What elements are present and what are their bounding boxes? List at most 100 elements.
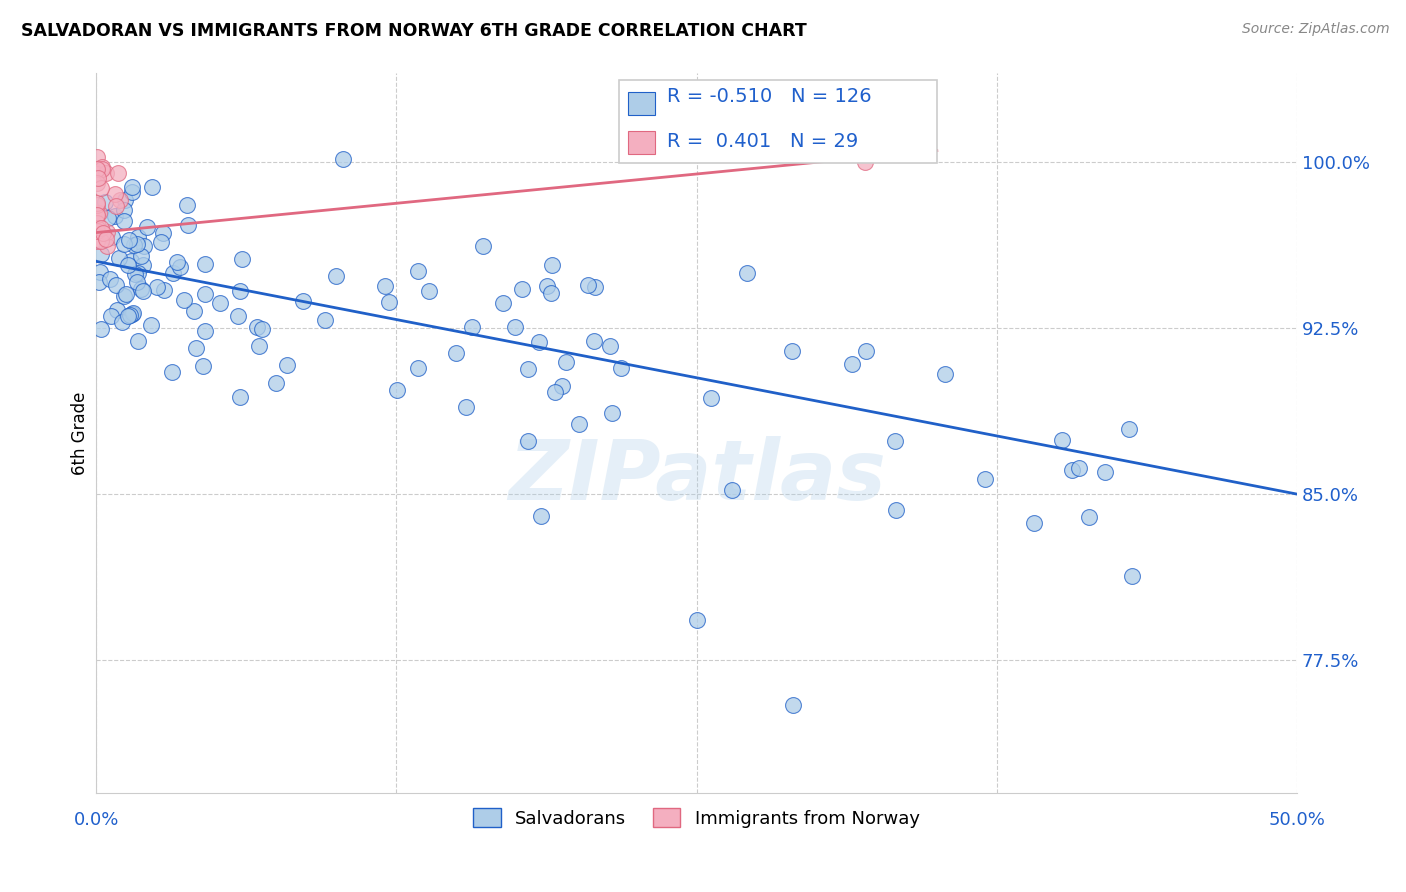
Point: [118, 308, 141, 322]
Point: [105, 199, 128, 213]
Point: [90, 181, 112, 195]
Point: [114, 287, 136, 301]
Point: [108, 251, 131, 265]
Point: [166, 255, 188, 269]
Point: [112, 237, 135, 252]
Point: [87, 171, 110, 186]
Point: [510, 282, 533, 296]
Point: [86, 221, 108, 235]
Point: [124, 267, 146, 281]
Point: [231, 252, 253, 266]
Point: [86, 167, 108, 181]
Point: [101, 230, 124, 244]
Point: [1094, 465, 1116, 479]
Point: [555, 355, 578, 369]
Point: [536, 278, 558, 293]
Point: [332, 152, 354, 166]
Point: [97, 211, 120, 225]
Point: [90, 322, 112, 336]
Point: [325, 268, 347, 283]
Point: [152, 226, 174, 240]
Point: [291, 294, 314, 309]
Point: [104, 278, 127, 293]
Point: [94, 232, 117, 246]
Point: [934, 367, 956, 381]
Point: [1078, 509, 1101, 524]
Point: [540, 286, 562, 301]
Point: [229, 284, 252, 298]
Point: [1060, 463, 1083, 477]
Point: [145, 280, 167, 294]
Point: [86, 198, 108, 212]
Point: [94, 166, 117, 180]
Point: [121, 179, 143, 194]
Point: [104, 186, 127, 201]
Point: [1118, 422, 1140, 436]
Point: [127, 275, 149, 289]
Point: [183, 303, 205, 318]
Point: [107, 166, 129, 180]
Point: [194, 286, 217, 301]
Point: [471, 239, 494, 253]
Point: [184, 341, 207, 355]
FancyBboxPatch shape: [628, 92, 655, 115]
Point: [104, 209, 127, 223]
Point: [127, 267, 149, 281]
Point: [125, 237, 148, 252]
Point: [782, 698, 804, 712]
Point: [378, 294, 401, 309]
Point: [406, 361, 429, 376]
Point: [699, 391, 721, 405]
Point: [516, 362, 538, 376]
Point: [86, 150, 108, 164]
Text: R =  0.401   N = 29: R = 0.401 N = 29: [666, 132, 858, 151]
Point: [516, 434, 538, 448]
Point: [406, 264, 429, 278]
Point: [141, 179, 163, 194]
Point: [122, 306, 145, 320]
Point: [121, 185, 143, 199]
Point: [582, 334, 605, 348]
Point: [855, 343, 877, 358]
Point: [194, 324, 217, 338]
Point: [884, 434, 907, 448]
Point: [735, 266, 758, 280]
Text: 50.0%: 50.0%: [1268, 811, 1326, 829]
Point: [121, 308, 143, 322]
Point: [544, 384, 567, 399]
Point: [247, 339, 270, 353]
Point: [90, 161, 112, 175]
Point: [86, 196, 108, 211]
Point: [583, 279, 606, 293]
Point: [86, 207, 108, 221]
Point: [112, 214, 135, 228]
Text: R = -0.510   N = 126: R = -0.510 N = 126: [666, 87, 872, 105]
Point: [149, 235, 172, 249]
Point: [492, 296, 515, 310]
Point: [86, 162, 108, 177]
Point: [127, 334, 149, 349]
Text: 0.0%: 0.0%: [73, 811, 120, 829]
Point: [568, 417, 591, 432]
Point: [176, 198, 198, 212]
Point: [599, 339, 621, 353]
Point: [120, 254, 142, 268]
Point: [105, 303, 128, 318]
Point: [600, 406, 623, 420]
Point: [177, 218, 200, 232]
Point: [162, 365, 184, 379]
Point: [86, 223, 108, 237]
Point: [374, 279, 396, 293]
Point: [90, 246, 112, 260]
Point: [1121, 569, 1143, 583]
FancyBboxPatch shape: [628, 131, 655, 154]
Point: [111, 315, 134, 329]
Point: [96, 239, 118, 253]
Point: [86, 234, 108, 248]
Text: SALVADORAN VS IMMIGRANTS FROM NORWAY 6TH GRADE CORRELATION CHART: SALVADORAN VS IMMIGRANTS FROM NORWAY 6TH…: [21, 22, 807, 40]
Point: [246, 319, 269, 334]
Point: [264, 376, 287, 390]
Point: [973, 472, 995, 486]
Point: [131, 258, 153, 272]
Point: [90, 221, 112, 235]
